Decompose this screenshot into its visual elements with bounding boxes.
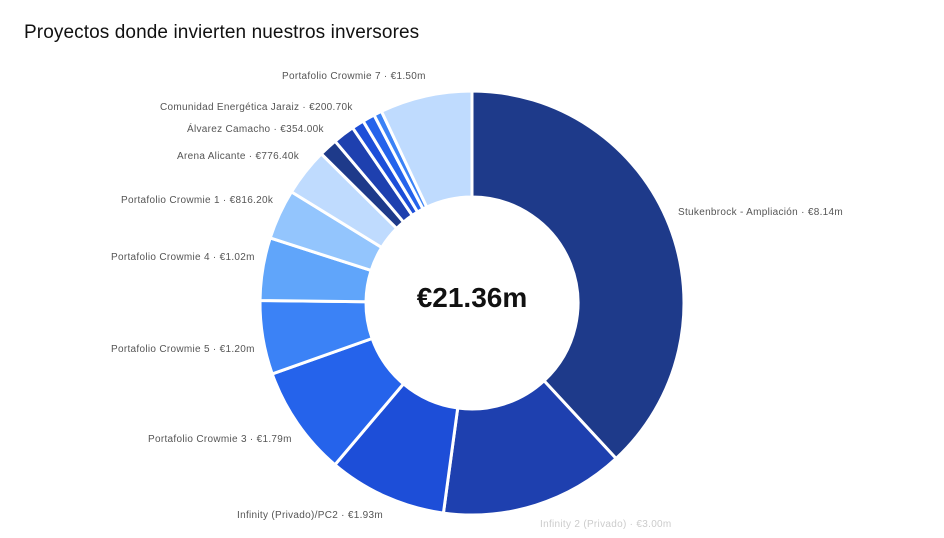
donut-slice-13[interactable] — [379, 89, 474, 209]
slice-label: Arena Alicante · €776.40k — [177, 151, 300, 162]
slice-label: Portafolio Crowmie 3 · €1.79m — [148, 434, 292, 445]
slice-label: Infinity (Privado)/PC2 · €1.93m — [237, 510, 384, 521]
chart-title: Proyectos donde invierten nuestros inver… — [24, 22, 420, 43]
center-total: €21.36m — [416, 282, 528, 313]
slice-label: Comunidad Energética Jaraiz · €200.70k — [160, 102, 353, 113]
slice-label: Infinity 2 (Privado) · €3.00m — [540, 519, 672, 530]
donut-slice-0[interactable] — [470, 89, 686, 461]
slice-label: Stukenbrock - Ampliación · €8.14m — [678, 207, 843, 218]
slice-label: Portafolio Crowmie 5 · €1.20m — [111, 344, 255, 355]
donut-slice-1[interactable] — [441, 379, 618, 517]
slice-label: Portafolio Crowmie 4 · €1.02m — [111, 252, 255, 263]
slice-label: Portafolio Crowmie 7 · €1.50m — [282, 71, 426, 82]
slice-label: Portafolio Crowmie 1 · €816.20k — [121, 195, 274, 206]
slice-label: Álvarez Camacho · €354.00k — [187, 124, 324, 135]
